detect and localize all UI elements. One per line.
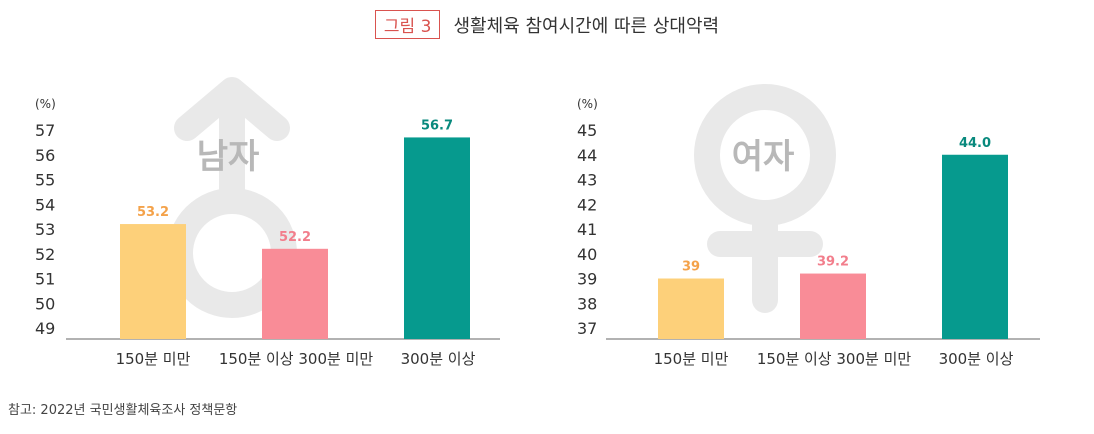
x-axis-categories: 150분 미만 150분 이상 300분 미만 300분 이상 bbox=[654, 350, 1014, 368]
bar bbox=[404, 137, 470, 339]
value-labels: 39 39.2 44.0 bbox=[682, 136, 991, 275]
value-label: 56.7 bbox=[421, 118, 453, 133]
category-label: 150분 이상 300분 미만 bbox=[757, 350, 912, 368]
category-label: 150분 이상 300분 미만 bbox=[219, 350, 374, 368]
source-note: 참고: 2022년 국민생활체육조사 정책문항 bbox=[8, 403, 238, 418]
category-label: 300분 이상 bbox=[401, 350, 476, 368]
y-tick-label: 40 bbox=[577, 245, 597, 264]
y-tick-label: 45 bbox=[577, 121, 597, 140]
badge-male: 남자 bbox=[197, 137, 260, 177]
value-label: 52.2 bbox=[279, 230, 311, 245]
y-axis-ticks: 45 44 43 42 41 40 39 38 37 bbox=[577, 121, 597, 338]
bar bbox=[658, 278, 724, 339]
y-tick-label: 37 bbox=[577, 319, 597, 338]
y-tick-label: 54 bbox=[35, 195, 55, 214]
value-label: 53.2 bbox=[137, 205, 169, 220]
badge-female: 여자 bbox=[732, 137, 795, 177]
bars bbox=[658, 154, 1008, 339]
y-tick-label: 44 bbox=[577, 146, 597, 165]
chart-female: 여자 (%) 45 44 43 42 41 40 39 38 37 39 39.2 44.0 150… bbox=[577, 84, 1040, 368]
figure-title: 생활체육 참여시간에 따른 상대악력 bbox=[453, 15, 720, 37]
bar bbox=[800, 273, 866, 339]
value-label: 39 bbox=[682, 260, 700, 275]
y-unit-label: (%) bbox=[577, 97, 598, 111]
category-label: 150분 미만 bbox=[654, 350, 729, 368]
y-tick-label: 57 bbox=[35, 121, 55, 140]
y-tick-label: 56 bbox=[35, 146, 55, 165]
category-label: 150분 미만 bbox=[116, 350, 191, 368]
y-tick-label: 42 bbox=[577, 195, 597, 214]
chart-male: 남자 (%) 57 56 55 54 53 52 51 50 49 53.2 52.2 56.7 1… bbox=[35, 77, 500, 368]
value-label: 44.0 bbox=[959, 136, 991, 151]
value-label: 39.2 bbox=[817, 255, 849, 270]
bar bbox=[942, 154, 1008, 339]
female-symbol bbox=[694, 84, 836, 313]
y-tick-label: 52 bbox=[35, 245, 55, 264]
y-tick-label: 55 bbox=[35, 171, 55, 190]
y-tick-label: 43 bbox=[577, 171, 597, 190]
category-label: 300분 이상 bbox=[939, 350, 1014, 368]
y-tick-label: 39 bbox=[577, 270, 597, 289]
bar bbox=[120, 224, 186, 339]
y-axis-ticks: 57 56 55 54 53 52 51 50 49 bbox=[35, 121, 55, 338]
y-tick-label: 53 bbox=[35, 220, 55, 239]
y-tick-label: 38 bbox=[577, 294, 597, 313]
value-labels: 53.2 52.2 56.7 bbox=[137, 118, 453, 244]
y-tick-label: 51 bbox=[35, 270, 55, 289]
y-unit-label: (%) bbox=[35, 97, 56, 111]
figure-label: 그림 3 bbox=[374, 10, 441, 39]
y-tick-label: 41 bbox=[577, 220, 597, 239]
figure-header: 그림 3 생활체육 참여시간에 따른 상대악력 bbox=[0, 10, 1094, 39]
y-tick-label: 49 bbox=[35, 319, 55, 338]
x-axis-categories: 150분 미만 150분 이상 300분 미만 300분 이상 bbox=[116, 350, 476, 368]
bars bbox=[120, 137, 470, 339]
y-tick-label: 50 bbox=[35, 294, 55, 313]
bar bbox=[262, 248, 328, 339]
